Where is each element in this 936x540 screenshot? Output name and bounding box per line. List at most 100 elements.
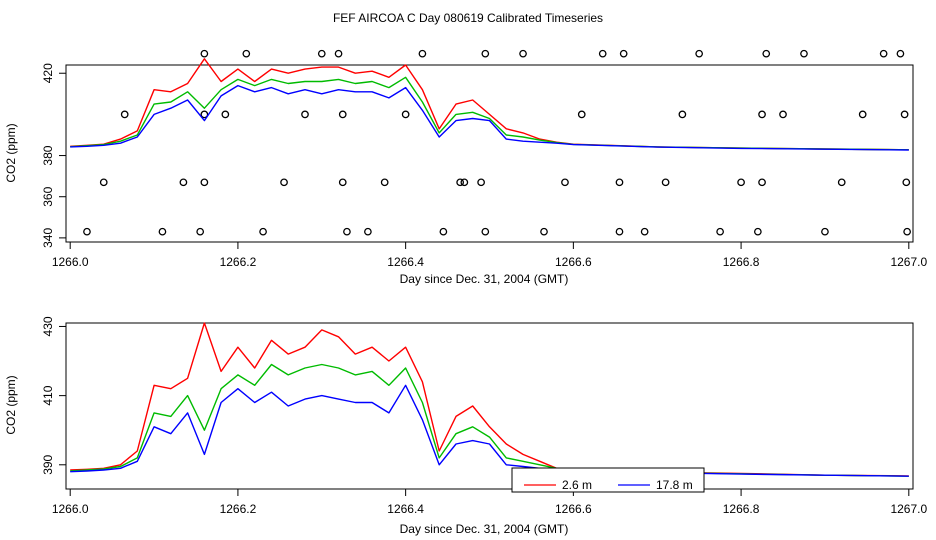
scatter-point bbox=[200, 49, 209, 58]
scatter-point bbox=[758, 110, 766, 119]
bottom-x-axis-label: Day since Dec. 31, 2004 (GMT) bbox=[400, 522, 569, 536]
scatter-point bbox=[343, 227, 351, 236]
scatter-point bbox=[334, 49, 343, 58]
scatter-point bbox=[401, 110, 410, 119]
scatter-point bbox=[661, 178, 670, 187]
y-tick-label: 430 bbox=[41, 316, 55, 336]
scatter-point bbox=[158, 227, 167, 236]
scatter-point bbox=[481, 49, 490, 58]
scatter-point bbox=[695, 49, 704, 58]
scatter-point bbox=[540, 227, 548, 236]
chart-title: FEF AIRCOA C Day 080619 Calibrated Times… bbox=[333, 11, 603, 25]
x-tick-label: 1266.8 bbox=[723, 502, 760, 516]
scatter-point bbox=[317, 49, 326, 58]
scatter-point bbox=[418, 49, 427, 58]
x-tick-label: 1266.2 bbox=[220, 502, 257, 516]
y-tick-label: 380 bbox=[41, 145, 55, 165]
top-y-axis-label: CO2 (ppm) bbox=[4, 123, 18, 182]
scatter-point bbox=[120, 110, 129, 119]
legend-label-2-6m: 2.6 m bbox=[562, 478, 592, 492]
series-line-green bbox=[70, 363, 909, 477]
scatter-point bbox=[456, 178, 464, 187]
top-plot-frame bbox=[65, 64, 914, 243]
series-line-2-6-m bbox=[70, 322, 909, 477]
scatter-point bbox=[896, 49, 905, 58]
y-tick-label: 340 bbox=[41, 228, 55, 248]
x-tick-label: 1266.8 bbox=[723, 255, 760, 269]
bottom-panel: 1266.0 1266.2 1266.4 1266.6 1266.8 1267.0 390… bbox=[4, 316, 927, 536]
y-tick-label: 410 bbox=[41, 385, 55, 405]
scatter-point bbox=[338, 178, 347, 187]
series-line-2-6-m bbox=[70, 58, 909, 151]
scatter-point bbox=[242, 49, 251, 58]
scatter-point bbox=[99, 178, 108, 187]
bottom-plot-frame bbox=[65, 322, 914, 490]
legend-label-17-8m: 17.8 m bbox=[656, 478, 693, 492]
x-tick-label: 1266.2 bbox=[220, 255, 257, 269]
x-tick-label: 1266.4 bbox=[387, 255, 424, 269]
bottom-legend: 2.6 m 17.8 m bbox=[511, 467, 705, 493]
x-tick-label: 1266.0 bbox=[52, 255, 89, 269]
scatter-point bbox=[737, 178, 745, 187]
scatter-point bbox=[200, 178, 209, 187]
scatter-point bbox=[259, 227, 267, 236]
series-line-17-8-m bbox=[70, 84, 909, 151]
scatter-point bbox=[477, 178, 485, 187]
scatter-point bbox=[758, 178, 766, 187]
top-y-axis: 340 360 380 420 bbox=[41, 63, 66, 248]
scatter-point bbox=[903, 227, 911, 236]
scatter-point bbox=[821, 227, 829, 236]
top-x-axis: 1266.0 1266.2 1266.4 1266.6 1266.8 1267.0 bbox=[52, 242, 927, 269]
x-tick-label: 1266.4 bbox=[387, 502, 424, 516]
scatter-point bbox=[380, 178, 389, 187]
scatter-point bbox=[83, 227, 91, 236]
scatter-point bbox=[678, 110, 687, 119]
top-scatter-points bbox=[83, 49, 911, 236]
scatter-point bbox=[598, 49, 607, 58]
x-tick-label: 1267.0 bbox=[890, 255, 927, 269]
bottom-y-axis-label: CO2 (ppm) bbox=[4, 375, 18, 434]
x-tick-label: 1266.0 bbox=[52, 502, 89, 516]
scatter-point bbox=[800, 49, 808, 58]
y-tick-label: 390 bbox=[41, 454, 55, 474]
scatter-point bbox=[481, 227, 490, 236]
series-line-green bbox=[70, 76, 909, 151]
scatter-point bbox=[902, 178, 911, 187]
scatter-point bbox=[754, 227, 762, 236]
top-panel: 1266.0 1266.2 1266.4 1266.6 1266.8 1267.0 340… bbox=[4, 49, 927, 286]
scatter-point bbox=[338, 110, 347, 119]
top-x-axis-label: Day since Dec. 31, 2004 (GMT) bbox=[400, 272, 569, 286]
scatter-point bbox=[439, 227, 448, 236]
scatter-point bbox=[519, 49, 527, 58]
scatter-point bbox=[179, 178, 188, 187]
scatter-point bbox=[837, 178, 846, 187]
scatter-point bbox=[196, 227, 205, 236]
x-tick-label: 1266.6 bbox=[555, 502, 592, 516]
scatter-point bbox=[615, 178, 624, 187]
bottom-series-lines bbox=[70, 322, 909, 477]
scatter-point bbox=[900, 110, 909, 119]
scatter-point bbox=[301, 110, 309, 119]
scatter-point bbox=[460, 178, 469, 187]
scatter-point bbox=[879, 49, 888, 58]
bottom-y-axis: 390 410 430 bbox=[41, 316, 66, 475]
scatter-point bbox=[619, 49, 628, 58]
series-line-17-8-m bbox=[70, 384, 909, 477]
scatter-point bbox=[762, 49, 771, 58]
scatter-point bbox=[200, 110, 209, 119]
scatter-point bbox=[364, 227, 372, 236]
scatter-point bbox=[577, 110, 586, 119]
top-series-lines bbox=[70, 58, 909, 151]
scatter-point bbox=[640, 227, 649, 236]
y-tick-label: 360 bbox=[41, 186, 55, 206]
bottom-x-axis: 1266.0 1266.2 1266.4 1266.6 1266.8 1267.0 bbox=[52, 489, 927, 516]
scatter-point bbox=[221, 110, 230, 119]
scatter-point bbox=[779, 110, 787, 119]
scatter-point bbox=[858, 110, 867, 119]
x-tick-label: 1267.0 bbox=[890, 502, 927, 516]
scatter-point bbox=[716, 227, 724, 236]
y-tick-label: 420 bbox=[41, 63, 55, 83]
legend-box bbox=[511, 467, 705, 493]
scatter-point bbox=[561, 178, 569, 187]
